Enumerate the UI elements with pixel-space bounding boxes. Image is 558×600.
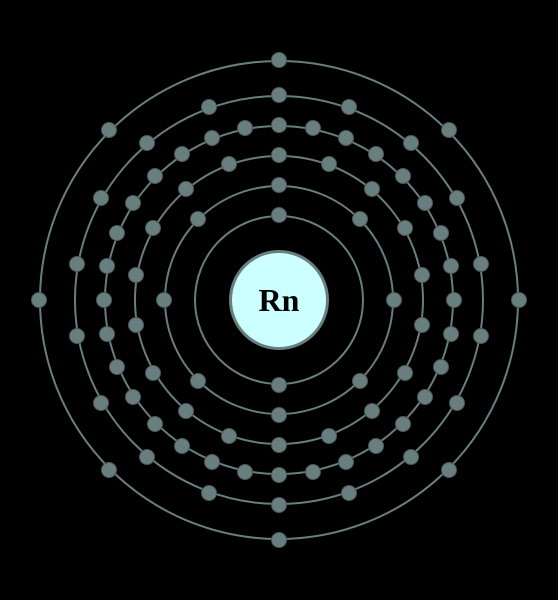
electron	[271, 52, 287, 68]
electron	[511, 292, 527, 308]
electron	[101, 462, 117, 478]
electron	[441, 122, 457, 138]
electron	[441, 462, 457, 478]
electron-shell-diagram: Rn	[0, 0, 558, 600]
electron	[31, 292, 47, 308]
electron	[271, 532, 287, 548]
